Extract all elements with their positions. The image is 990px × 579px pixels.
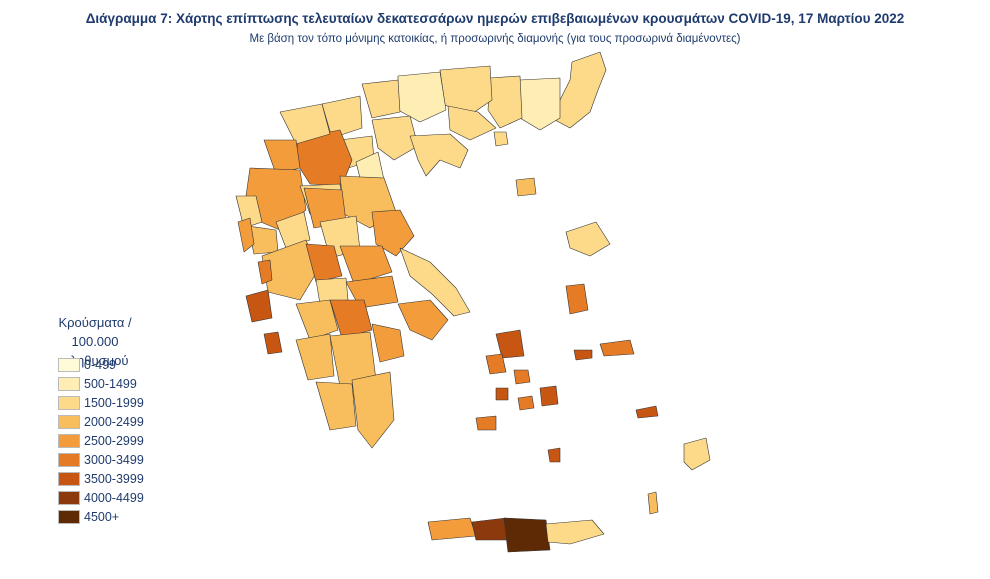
region-kilkis	[361, 79, 401, 119]
region-kastoria	[263, 139, 301, 175]
region-ikaria	[573, 349, 593, 361]
legend-label: 2000-2499	[84, 415, 144, 429]
region-andros	[485, 353, 507, 375]
legend-swatch	[58, 453, 80, 467]
legend-label: 3000-3499	[84, 453, 144, 467]
region-argolida	[371, 323, 405, 363]
region-lakonia	[351, 371, 395, 449]
region-magnisia	[371, 209, 415, 257]
legend-item: 4500+	[58, 508, 119, 526]
region-syros	[495, 387, 509, 401]
legend-swatch	[58, 434, 80, 448]
region-evrytania	[305, 243, 343, 283]
region-fthiotida	[339, 245, 393, 285]
region-chalkidiki	[409, 133, 469, 177]
region-chania	[427, 517, 477, 541]
legend-label: 4500+	[84, 510, 120, 524]
region-kavala	[447, 105, 497, 141]
region-kefalonia	[245, 289, 273, 323]
region-samos	[599, 339, 635, 357]
legend-label: 1500-1999	[84, 396, 144, 410]
map-title: Διάγραμμα 7: Χάρτης επίπτωσης τελευταίων…	[85, 11, 905, 26]
region-paros	[517, 395, 535, 411]
legend-item: 2500-2999	[58, 432, 144, 450]
legend-swatch	[58, 415, 80, 429]
legend-item: 4000-4499	[58, 489, 144, 507]
legend-item: 3000-3499	[58, 451, 144, 469]
region-zakynthos	[263, 331, 283, 355]
region-florina	[279, 103, 331, 145]
region-thasos	[493, 131, 509, 147]
region-pella	[321, 95, 363, 139]
legend-swatch	[58, 491, 80, 505]
region-limnos	[515, 177, 537, 197]
region-karpathos	[647, 491, 659, 515]
region-korinthia	[329, 299, 373, 339]
region-skyros	[495, 329, 525, 359]
legend-label: 0-499	[84, 358, 116, 372]
region-tinos	[513, 369, 531, 385]
region-rodos	[683, 437, 711, 471]
legend-swatch	[58, 377, 80, 391]
region-milos	[475, 415, 497, 431]
map-legend: Κρούσματα / 100.000 πληθυσμού 0-499 500-…	[40, 313, 200, 524]
region-kos	[635, 405, 659, 419]
legend-swatch	[58, 472, 80, 486]
region-lasithi	[545, 519, 605, 545]
legend-label: 500-1499	[84, 377, 137, 391]
region-lesvos	[565, 221, 611, 257]
legend-swatch	[58, 510, 80, 524]
region-chios	[565, 283, 589, 315]
region-thessaloniki	[371, 115, 419, 161]
legend-item: 500-1499	[58, 375, 137, 393]
region-xanthi	[487, 75, 523, 129]
region-naxos	[539, 385, 559, 407]
legend-item: 2000-2499	[58, 413, 144, 431]
legend-label: 3500-3999	[84, 472, 144, 486]
region-aitoloakarnania	[261, 239, 319, 301]
region-ilia	[295, 333, 335, 381]
legend-title-line1: Κρούσματα /	[58, 315, 132, 330]
map-subtitle: Με βάση τον τόπο μόνιμης κατοικίας, ή πρ…	[249, 33, 741, 45]
region-lefkada	[257, 259, 273, 285]
legend-label: 2500-2999	[84, 434, 144, 448]
region-irakleio	[503, 517, 551, 553]
region-achaia	[295, 299, 339, 341]
region-serres	[397, 71, 447, 123]
region-evros	[554, 51, 607, 129]
region-messinia	[315, 381, 357, 431]
legend-swatch	[58, 396, 80, 410]
region-kerkyra	[237, 217, 255, 253]
region-thesprotia	[235, 195, 263, 229]
region-evia	[399, 247, 471, 317]
region-drama	[439, 65, 493, 116]
legend-label: 4000-4499	[84, 491, 144, 505]
region-arta	[275, 211, 311, 249]
region-attiki	[397, 299, 449, 341]
legend-item: 3500-3999	[58, 470, 144, 488]
legend-item: 1500-1999	[58, 394, 144, 412]
region-rodopi	[519, 77, 561, 131]
legend-swatch	[58, 358, 80, 372]
region-thira	[547, 447, 561, 463]
legend-item: 0-499	[58, 356, 116, 374]
